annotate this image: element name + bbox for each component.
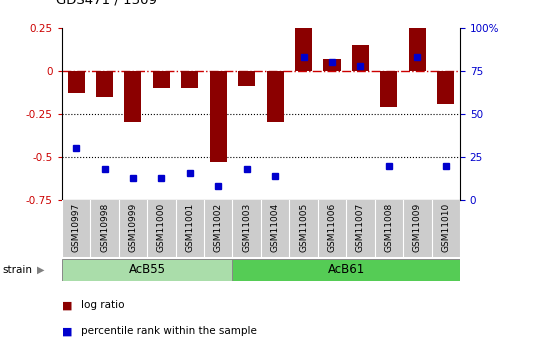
Text: GSM10999: GSM10999 bbox=[129, 203, 138, 252]
Bar bbox=[323, 59, 341, 71]
Text: GDS471 / 1509: GDS471 / 1509 bbox=[56, 0, 157, 7]
Text: AcB55: AcB55 bbox=[129, 264, 166, 276]
Bar bbox=[352, 45, 369, 71]
Bar bbox=[409, 28, 426, 71]
Text: AcB61: AcB61 bbox=[328, 264, 365, 276]
Text: GSM10998: GSM10998 bbox=[100, 203, 109, 252]
Text: log ratio: log ratio bbox=[81, 300, 124, 310]
Text: GSM11003: GSM11003 bbox=[242, 203, 251, 252]
Text: GSM11009: GSM11009 bbox=[413, 203, 422, 252]
Text: GSM11001: GSM11001 bbox=[185, 203, 194, 252]
Bar bbox=[181, 71, 199, 88]
Text: ▶: ▶ bbox=[37, 265, 44, 275]
Text: ■: ■ bbox=[62, 300, 73, 310]
Text: GSM11002: GSM11002 bbox=[214, 203, 223, 252]
Text: GSM11007: GSM11007 bbox=[356, 203, 365, 252]
Text: GSM10997: GSM10997 bbox=[72, 203, 81, 252]
Bar bbox=[267, 71, 284, 122]
Bar bbox=[295, 28, 312, 71]
Bar bbox=[437, 71, 454, 104]
Bar bbox=[238, 71, 255, 86]
Bar bbox=[62, 259, 232, 281]
Bar bbox=[68, 71, 84, 93]
Bar bbox=[380, 71, 398, 107]
Text: strain: strain bbox=[3, 265, 33, 275]
Text: GSM11008: GSM11008 bbox=[384, 203, 393, 252]
Text: percentile rank within the sample: percentile rank within the sample bbox=[81, 326, 257, 336]
Text: ■: ■ bbox=[62, 326, 73, 336]
Text: GSM11010: GSM11010 bbox=[441, 203, 450, 252]
Bar bbox=[153, 71, 170, 88]
Text: GSM11006: GSM11006 bbox=[328, 203, 337, 252]
Bar bbox=[210, 71, 227, 162]
Bar bbox=[96, 71, 113, 97]
Text: GSM11005: GSM11005 bbox=[299, 203, 308, 252]
Text: GSM11000: GSM11000 bbox=[157, 203, 166, 252]
Bar bbox=[232, 259, 460, 281]
Bar bbox=[124, 71, 141, 122]
Text: GSM11004: GSM11004 bbox=[271, 203, 280, 252]
